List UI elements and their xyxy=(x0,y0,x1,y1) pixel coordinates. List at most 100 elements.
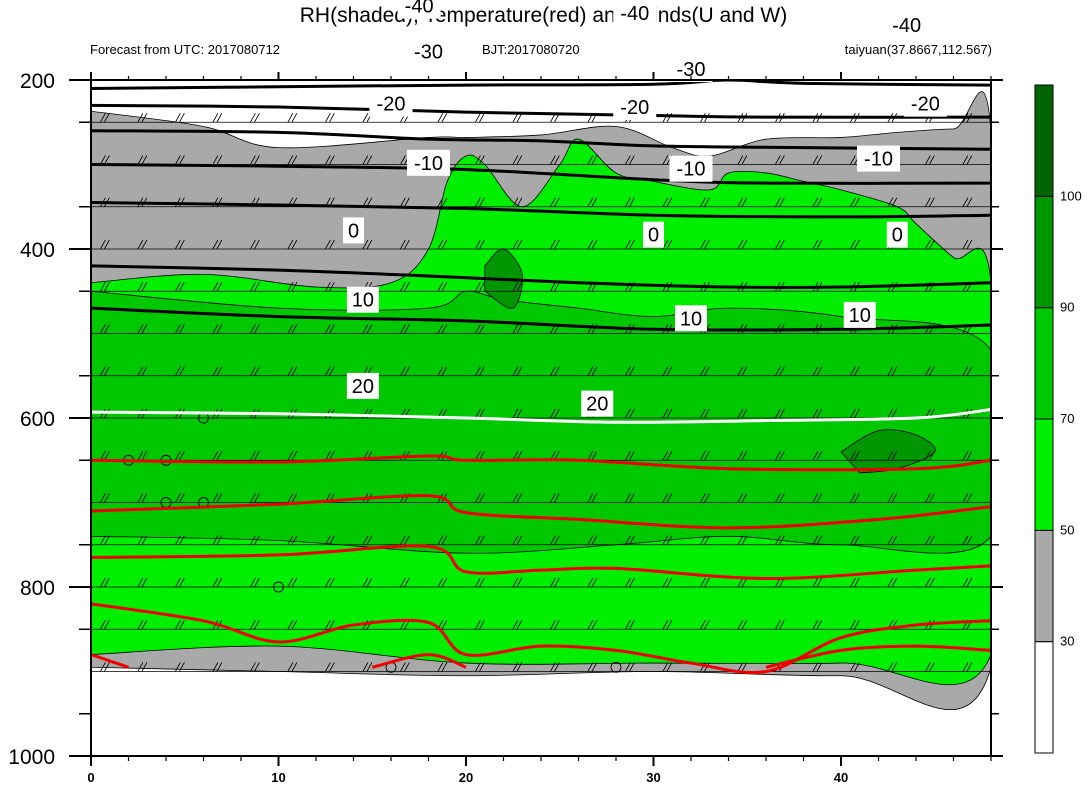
wind-barb xyxy=(925,197,935,207)
wind-barb xyxy=(137,620,148,630)
wind-barb xyxy=(550,620,560,630)
wind-barb xyxy=(175,535,185,545)
wind-barb xyxy=(100,493,110,503)
contour-label-text: -10 xyxy=(677,159,706,181)
wind-barb xyxy=(850,535,860,545)
wind-barb xyxy=(587,535,598,545)
wind-barb xyxy=(362,155,373,165)
wind-barb xyxy=(925,366,935,376)
wind-barb xyxy=(700,493,710,503)
wind-barb xyxy=(925,451,935,461)
y-tick-label: 1000 xyxy=(8,746,55,769)
wind-barb xyxy=(475,662,485,672)
contour-label: -10 xyxy=(857,145,900,172)
wind-barb xyxy=(662,662,673,672)
wind-barb xyxy=(737,155,748,165)
wind-barb xyxy=(250,577,260,588)
wind-barb xyxy=(962,451,973,461)
wind-barb xyxy=(625,577,635,588)
wind-barb xyxy=(700,620,710,630)
wind-barb xyxy=(737,620,748,630)
wind-barb xyxy=(212,493,223,503)
wind-barb xyxy=(212,662,223,672)
wind-barb xyxy=(925,577,935,588)
wind-barb xyxy=(925,155,935,165)
wind-barb xyxy=(737,535,748,545)
wind-barb xyxy=(550,282,560,292)
wind-barb xyxy=(812,451,823,461)
wind-barb xyxy=(475,408,485,419)
wind-barb xyxy=(100,324,110,334)
wind-barb xyxy=(212,155,223,165)
wind-barb xyxy=(812,197,823,207)
wind-barb xyxy=(325,155,335,165)
wind-barb xyxy=(700,451,710,461)
colorbar: 30 50 70 90 100 xyxy=(1034,84,1082,754)
wind-barb xyxy=(250,620,260,630)
wind-barb xyxy=(625,662,635,672)
y-tick-label: 400 xyxy=(20,239,55,262)
wind-barb xyxy=(962,662,973,672)
wind-barb xyxy=(400,197,410,207)
wind-barb xyxy=(850,239,860,250)
contour-label: 10 xyxy=(346,286,379,313)
wind-barb xyxy=(475,493,485,503)
wind-barb xyxy=(512,620,523,630)
wind-barb xyxy=(475,577,485,588)
wind-barb xyxy=(775,451,785,461)
contour-line xyxy=(91,454,991,472)
wind-barb xyxy=(887,366,898,376)
wind-barb xyxy=(737,197,748,207)
wind-barb xyxy=(212,239,223,250)
wind-barb xyxy=(100,577,110,588)
colorbar-label: 30 xyxy=(1060,634,1074,649)
contour-label-text: 0 xyxy=(348,220,359,242)
wind-barb xyxy=(212,451,223,461)
wind-barb xyxy=(250,282,260,292)
wind-barb xyxy=(100,155,110,165)
wind-barb xyxy=(512,113,523,123)
wind-barb xyxy=(475,282,485,292)
wind-barb xyxy=(212,577,223,588)
wind-barb xyxy=(475,324,485,334)
wind-barb xyxy=(512,366,523,376)
wind-barb xyxy=(962,577,973,588)
wind-barb xyxy=(737,408,748,419)
wind-barb xyxy=(362,535,373,545)
wind-barb xyxy=(100,451,110,461)
contour-label-text: 0 xyxy=(648,225,659,247)
wind-barb xyxy=(625,408,635,419)
contour-line xyxy=(91,80,991,90)
wind-barb xyxy=(137,662,148,672)
contour-label: 20 xyxy=(346,372,379,399)
wind-barb xyxy=(850,493,860,503)
wind-barb xyxy=(400,282,410,292)
wind-barb xyxy=(250,493,260,503)
wind-barb xyxy=(437,197,448,207)
wind-barb xyxy=(625,535,635,545)
contour-label-text: -20 xyxy=(377,94,406,116)
contour-line xyxy=(765,644,991,669)
wind-barb xyxy=(287,324,298,334)
wind-barb xyxy=(512,535,523,545)
wind-barb xyxy=(512,408,523,419)
wind-barb xyxy=(250,324,260,334)
wind-barb xyxy=(325,620,335,630)
contour-label-text: 10 xyxy=(849,305,871,327)
colorbar-bin xyxy=(1034,84,1054,197)
wind-barb xyxy=(287,113,298,123)
colorbar-label: 100 xyxy=(1060,188,1082,203)
wind-barb xyxy=(775,155,785,165)
rh-shading xyxy=(91,91,991,711)
wind-barb xyxy=(250,155,260,165)
wind-barb xyxy=(437,239,448,250)
wind-barb xyxy=(325,662,335,672)
x-tick-label: 30 xyxy=(646,770,660,785)
rh-region-70-90 xyxy=(91,290,991,554)
contour-label: -20 xyxy=(369,90,413,117)
wind-barb xyxy=(662,620,673,630)
wind-barb xyxy=(437,577,448,588)
wind-barb xyxy=(662,451,673,461)
